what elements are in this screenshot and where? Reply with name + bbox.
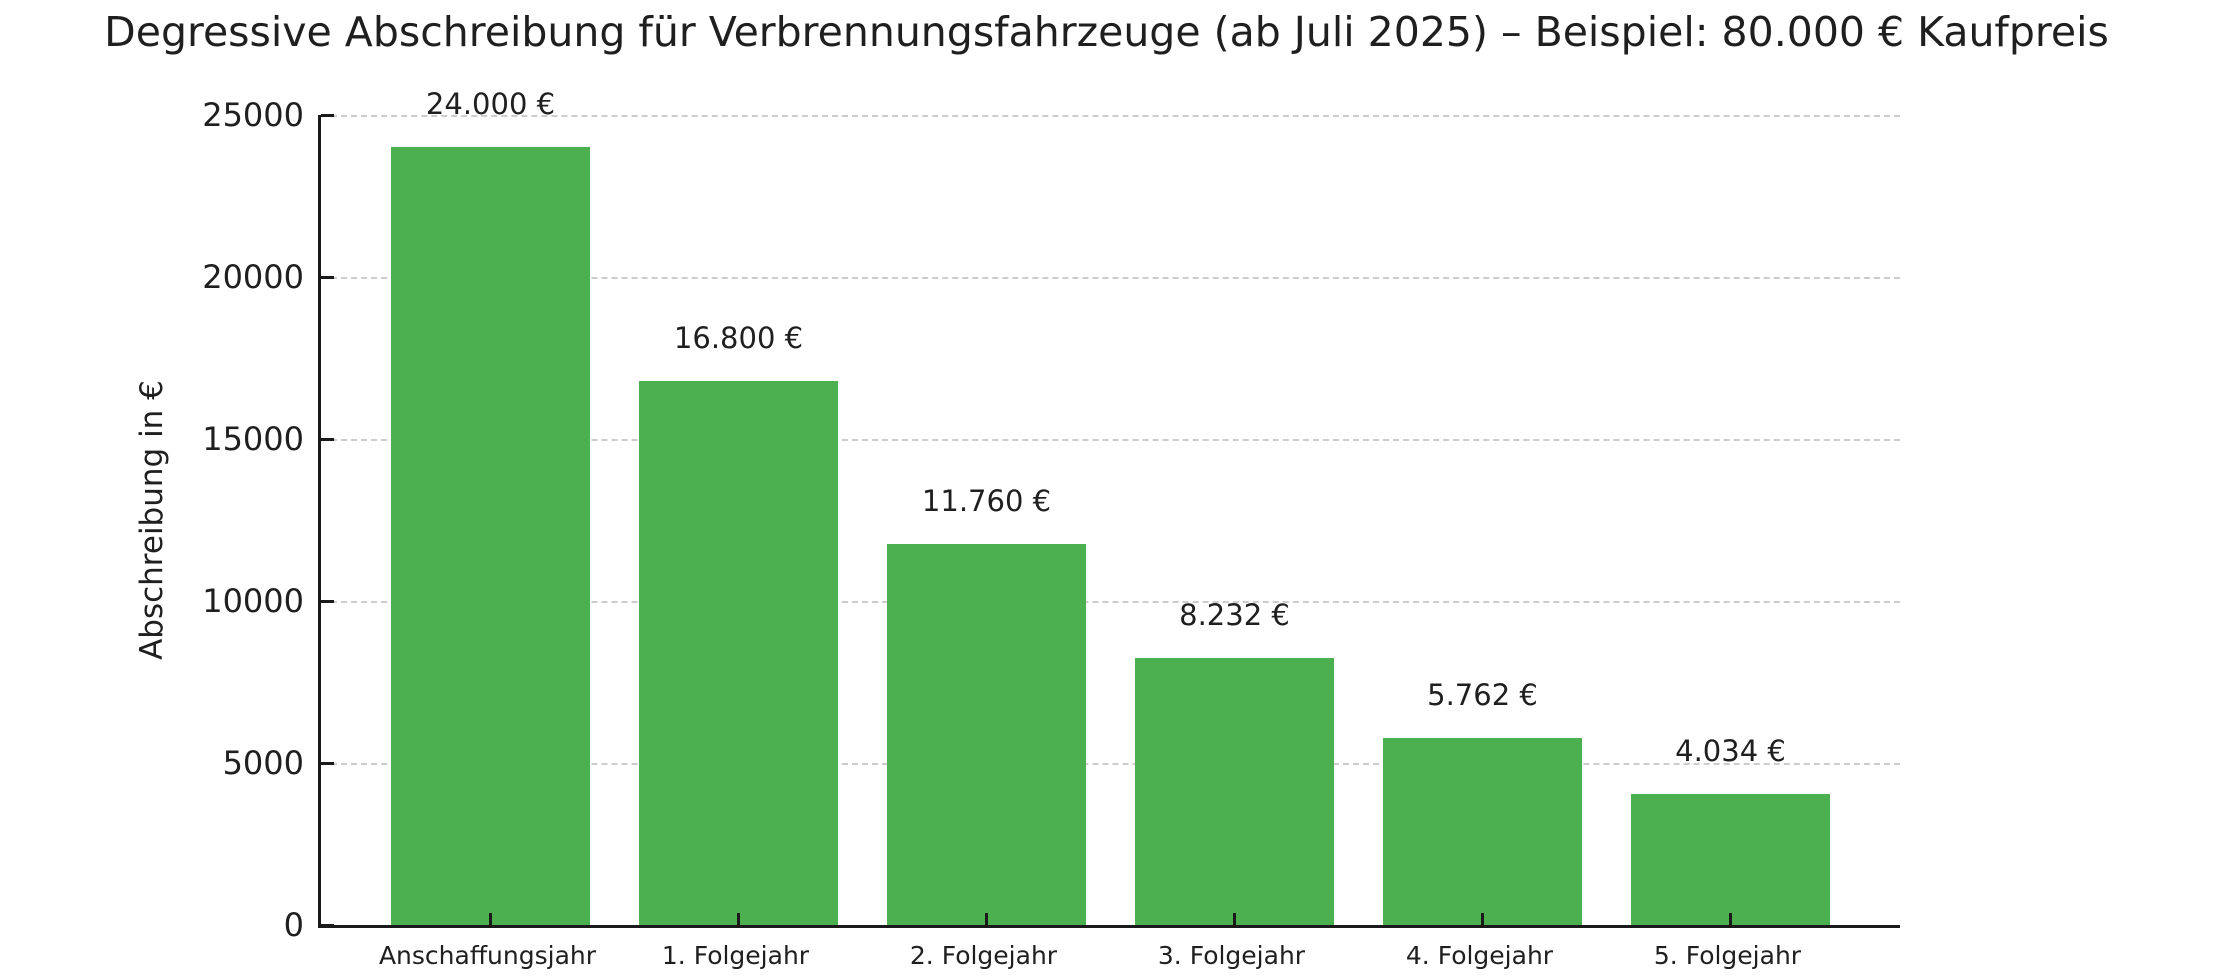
bar-value-label: 4.034 €	[1675, 734, 1786, 768]
bar-value-label: 8.232 €	[1179, 598, 1290, 632]
bar	[391, 147, 590, 925]
gridline	[321, 277, 1900, 279]
y-tick-label: 5000	[222, 744, 304, 782]
gridline	[321, 763, 1900, 765]
y-tick	[321, 437, 334, 441]
y-tick	[321, 923, 334, 927]
bar-value-label: 5.762 €	[1427, 678, 1538, 712]
bar	[887, 544, 1086, 925]
x-tick	[1481, 913, 1484, 925]
x-tick-label: Anschaffungsjahr	[378, 941, 597, 970]
x-tick-label: 3. Folgejahr	[1157, 941, 1306, 970]
x-tick	[1233, 913, 1236, 925]
gridline	[321, 439, 1900, 441]
bar-value-label: 16.800 €	[673, 321, 804, 355]
y-tick-label: 0	[283, 906, 304, 944]
chart-title: Degressive Abschreibung für Verbrennungs…	[104, 8, 2109, 56]
bar-value-label: 11.760 €	[921, 484, 1052, 518]
x-tick-label: 4. Folgejahr	[1405, 941, 1554, 970]
y-tick	[321, 275, 334, 279]
y-tick	[321, 761, 334, 765]
gridline	[321, 115, 1900, 117]
gridline	[321, 601, 1900, 603]
x-tick-label: 2. Folgejahr	[909, 941, 1058, 970]
bar	[639, 381, 838, 925]
bar	[1631, 794, 1830, 925]
bar-value-label: 24.000 €	[425, 87, 556, 121]
y-tick	[321, 113, 334, 117]
plot-area: 24.000 € 16.800 € 11.760 € 8.232 € 5.762 € 4.…	[318, 87, 1900, 928]
x-tick	[737, 913, 740, 925]
bar	[1383, 738, 1582, 925]
y-tick	[321, 599, 334, 603]
bar	[1135, 658, 1334, 925]
y-tick-label: 15000	[202, 420, 304, 458]
x-tick	[1729, 913, 1732, 925]
x-tick	[489, 913, 492, 925]
y-tick-label: 10000	[202, 582, 304, 620]
x-tick-label: 5. Folgejahr	[1653, 941, 1802, 970]
x-tick	[985, 913, 988, 925]
x-tick-label: 1. Folgejahr	[661, 941, 810, 970]
y-tick-label: 20000	[202, 258, 304, 296]
y-tick-label: 25000	[202, 96, 304, 134]
